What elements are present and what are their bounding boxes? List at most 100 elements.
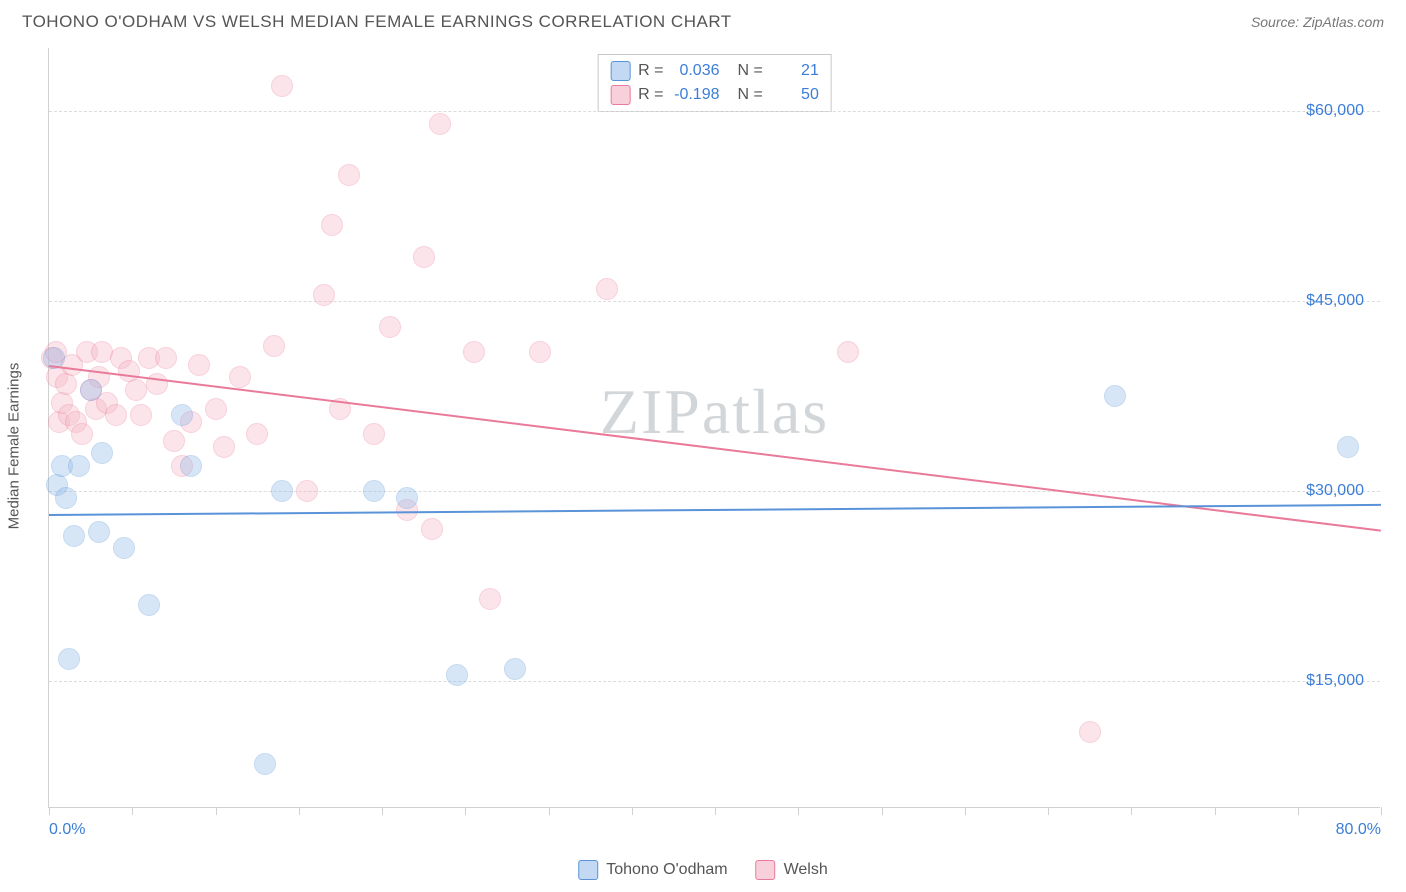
legend-label: Tohono O'odham	[606, 861, 727, 879]
data-point	[213, 436, 235, 458]
x-tick-mark	[465, 807, 466, 815]
data-point	[271, 480, 293, 502]
data-point	[446, 664, 468, 686]
legend-row: R = 0.036 N = 21	[598, 59, 831, 83]
data-point	[55, 487, 77, 509]
data-point	[229, 366, 251, 388]
n-label: N =	[738, 86, 763, 104]
grid-line	[49, 111, 1380, 112]
n-label: N =	[738, 62, 763, 80]
legend-item: Welsh	[756, 860, 828, 880]
x-tick-mark	[798, 807, 799, 815]
data-point	[429, 113, 451, 135]
data-point	[421, 518, 443, 540]
data-point	[88, 521, 110, 543]
data-point	[363, 480, 385, 502]
data-point	[254, 753, 276, 775]
legend-swatch	[610, 85, 630, 105]
x-tick-mark	[1048, 807, 1049, 815]
data-point	[338, 164, 360, 186]
chart-source: Source: ZipAtlas.com	[1251, 14, 1384, 30]
x-tick-mark	[1215, 807, 1216, 815]
x-tick-mark	[1381, 807, 1382, 815]
grid-line	[49, 301, 1380, 302]
chart-title: TOHONO O'ODHAM VS WELSH MEDIAN FEMALE EA…	[22, 12, 732, 32]
legend-item: Tohono O'odham	[578, 860, 727, 880]
data-point	[138, 594, 160, 616]
data-point	[55, 373, 77, 395]
x-tick-mark	[965, 807, 966, 815]
legend-label: Welsh	[784, 861, 828, 879]
data-point	[113, 537, 135, 559]
r-value: 0.036	[672, 62, 720, 80]
y-tick-label: $45,000	[1306, 292, 1364, 310]
x-tick-label: 80.0%	[1336, 821, 1381, 839]
x-tick-mark	[715, 807, 716, 815]
r-label: R =	[638, 86, 663, 104]
data-point	[246, 423, 268, 445]
legend-swatch	[578, 860, 598, 880]
data-point	[321, 214, 343, 236]
correlation-legend: R = 0.036 N = 21 R = -0.198 N = 50	[597, 54, 832, 112]
data-point	[105, 404, 127, 426]
data-point	[58, 648, 80, 670]
x-tick-mark	[132, 807, 133, 815]
data-point	[1104, 385, 1126, 407]
legend-swatch	[610, 61, 630, 81]
data-point	[271, 75, 293, 97]
data-point	[163, 430, 185, 452]
data-point	[396, 487, 418, 509]
x-tick-mark	[632, 807, 633, 815]
data-point	[313, 284, 335, 306]
data-point	[379, 316, 401, 338]
data-point	[171, 404, 193, 426]
n-value: 50	[771, 86, 819, 104]
data-point	[91, 442, 113, 464]
data-point	[180, 455, 202, 477]
y-tick-label: $15,000	[1306, 672, 1364, 690]
data-point	[296, 480, 318, 502]
x-tick-mark	[382, 807, 383, 815]
data-point	[463, 341, 485, 363]
y-axis-label: Median Female Earnings	[6, 363, 23, 530]
data-point	[71, 423, 93, 445]
data-point	[130, 404, 152, 426]
r-value: -0.198	[672, 86, 720, 104]
x-tick-mark	[49, 807, 50, 815]
data-point	[837, 341, 859, 363]
data-point	[68, 455, 90, 477]
chart-header: TOHONO O'ODHAM VS WELSH MEDIAN FEMALE EA…	[0, 0, 1406, 40]
data-point	[63, 525, 85, 547]
data-point	[188, 354, 210, 376]
grid-line	[49, 681, 1380, 682]
data-point	[363, 423, 385, 445]
data-point	[1079, 721, 1101, 743]
x-tick-mark	[299, 807, 300, 815]
data-point	[596, 278, 618, 300]
x-tick-mark	[216, 807, 217, 815]
data-point	[146, 373, 168, 395]
data-point	[205, 398, 227, 420]
r-label: R =	[638, 62, 663, 80]
x-tick-label: 0.0%	[49, 821, 85, 839]
y-tick-label: $30,000	[1306, 482, 1364, 500]
y-tick-label: $60,000	[1306, 102, 1364, 120]
data-point	[80, 379, 102, 401]
trend-line	[49, 504, 1381, 516]
data-point	[413, 246, 435, 268]
legend-swatch	[756, 860, 776, 880]
grid-line	[49, 491, 1380, 492]
legend-row: R = -0.198 N = 50	[598, 83, 831, 107]
x-tick-mark	[549, 807, 550, 815]
x-tick-mark	[1298, 807, 1299, 815]
data-point	[155, 347, 177, 369]
n-value: 21	[771, 62, 819, 80]
chart-plot-area: ZIPatlas R =0.036N =21R =-0.198N =50 $15…	[48, 48, 1380, 808]
data-point	[529, 341, 551, 363]
data-point	[263, 335, 285, 357]
x-tick-mark	[1131, 807, 1132, 815]
data-point	[479, 588, 501, 610]
series-legend: Tohono O'odham Welsh	[578, 860, 828, 880]
data-point	[125, 379, 147, 401]
data-point	[504, 658, 526, 680]
